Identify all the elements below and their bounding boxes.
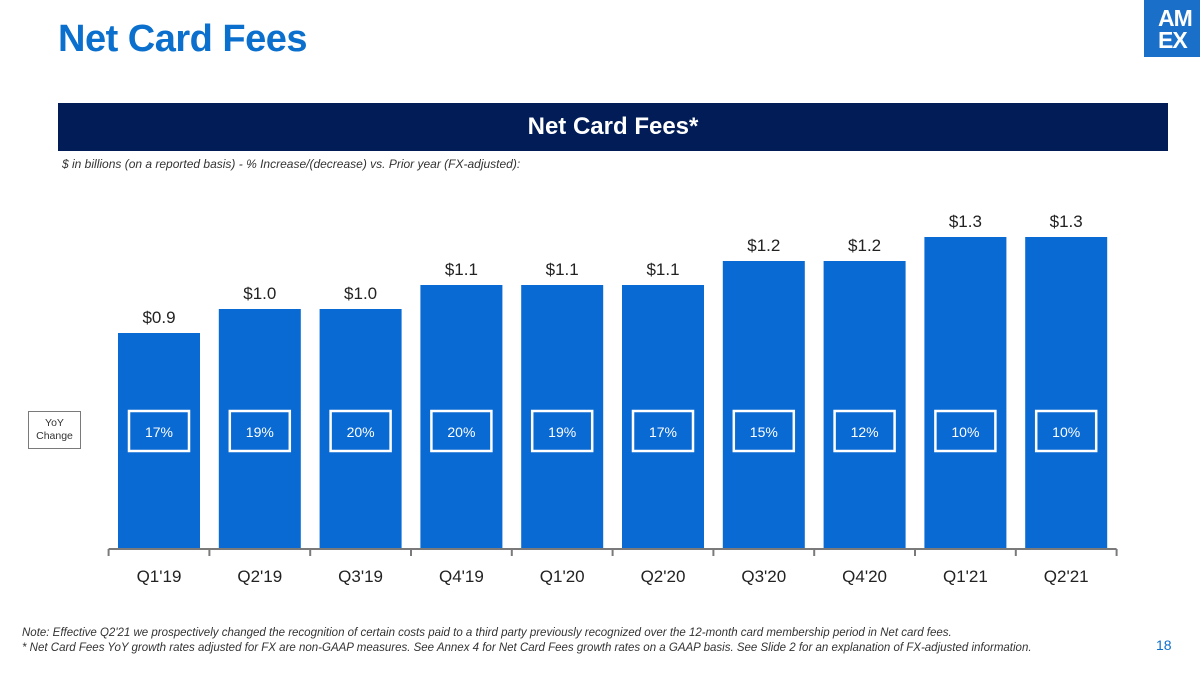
yoy-label-line2: Change (36, 430, 73, 442)
bar (1025, 237, 1108, 549)
bar-value-label: $0.9 (142, 308, 175, 327)
x-tick-label: Q2'20 (641, 567, 686, 586)
yoy-change-box (631, 409, 695, 453)
footnote: Note: Effective Q2'21 we prospectively c… (22, 626, 1122, 655)
yoy-change-value: 10% (1052, 424, 1080, 440)
yoy-change-value: 17% (145, 424, 173, 440)
page-title: Net Card Fees (58, 18, 308, 60)
bar (622, 285, 704, 549)
yoy-change-box (127, 409, 191, 453)
x-tick-label: Q4'19 (439, 567, 484, 586)
bar-value-label: $1.3 (949, 212, 982, 231)
x-tick-label: Q2'21 (1044, 567, 1089, 586)
yoy-change-value: 19% (246, 424, 274, 440)
chart-banner: Net Card Fees* (58, 103, 1168, 151)
bar-value-label: $1.2 (848, 236, 881, 255)
yoy-change-value: 20% (347, 424, 375, 440)
x-tick-label: Q1'21 (943, 567, 988, 586)
yoy-change-value: 19% (548, 424, 576, 440)
yoy-change-value: 20% (447, 424, 475, 440)
yoy-change-box (228, 409, 292, 453)
x-tick-label: Q3'19 (338, 567, 383, 586)
x-tick-label: Q3'20 (741, 567, 786, 586)
yoy-change-box (329, 409, 392, 453)
yoy-change-box (833, 409, 896, 453)
chart-subtitle: $ in billions (on a reported basis) - % … (62, 157, 521, 171)
yoy-change-value: 17% (649, 424, 677, 440)
yoy-change-value: 12% (851, 424, 879, 440)
yoy-change-box (1034, 409, 1098, 453)
bar (722, 261, 805, 549)
bar-value-label: $1.1 (445, 260, 478, 279)
bar (319, 309, 402, 549)
bar-value-label: $1.2 (747, 236, 780, 255)
footnote-non-gaap: * Net Card Fees YoY growth rates adjuste… (22, 641, 1032, 654)
yoy-change-box (530, 409, 594, 453)
page-number: 18 (1156, 637, 1172, 653)
bar (823, 261, 906, 549)
x-tick-label: Q4'20 (842, 567, 887, 586)
yoy-change-value: 10% (951, 424, 979, 440)
x-tick-label: Q1'19 (137, 567, 182, 586)
yoy-change-label: YoY Change (28, 411, 81, 449)
chart-banner-title: Net Card Fees* (527, 113, 699, 140)
yoy-change-value: 15% (750, 424, 778, 440)
bar-value-label: $1.3 (1050, 212, 1083, 231)
x-tick-label: Q2'19 (237, 567, 282, 586)
amex-logo: AM EX (1144, 0, 1200, 57)
bar-value-label: $1.1 (646, 260, 679, 279)
bar-value-label: $1.0 (243, 284, 276, 303)
bar (521, 285, 604, 549)
bar-value-label: $1.0 (344, 284, 377, 303)
x-tick-label: Q1'20 (540, 567, 585, 586)
logo-text-am: AM (1158, 5, 1193, 31)
bar (118, 333, 200, 549)
bar (924, 237, 1007, 549)
logo-text-ex: EX (1158, 27, 1188, 53)
footnote-note: Note: Effective Q2'21 we prospectively c… (22, 627, 952, 639)
yoy-change-box (732, 409, 796, 453)
bar-value-label: $1.1 (546, 260, 579, 279)
bar (218, 309, 301, 549)
bar (420, 285, 503, 549)
yoy-change-box (430, 409, 493, 453)
yoy-change-box (934, 409, 997, 453)
yoy-label-line1: YoY (45, 417, 64, 429)
